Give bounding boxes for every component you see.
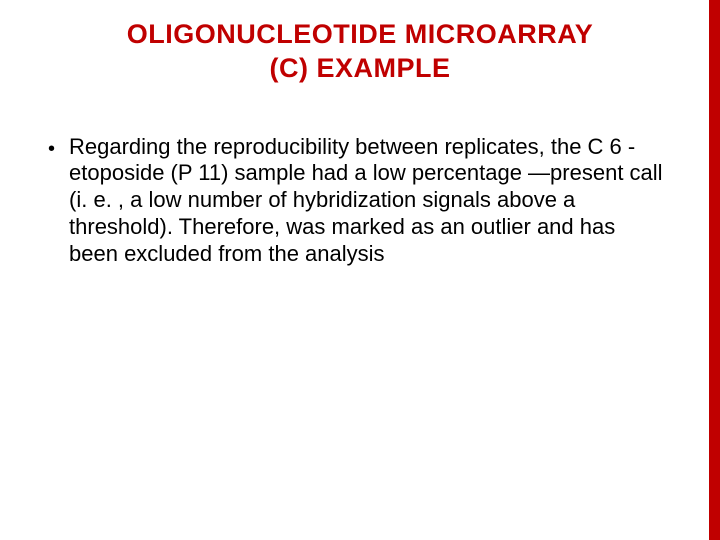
accent-bar [709,0,720,540]
bullet-item: • Regarding the reproducibility between … [48,134,665,268]
slide-title: OLIGONUCLEOTIDE MICROARRAY (C) EXAMPLE [0,0,720,86]
slide-content: • Regarding the reproducibility between … [0,86,720,268]
bullet-marker: • [48,136,55,162]
bullet-text: Regarding the reproducibility between re… [69,134,665,268]
title-line-1: OLIGONUCLEOTIDE MICROARRAY [60,18,660,52]
title-line-2: (C) EXAMPLE [60,52,660,86]
